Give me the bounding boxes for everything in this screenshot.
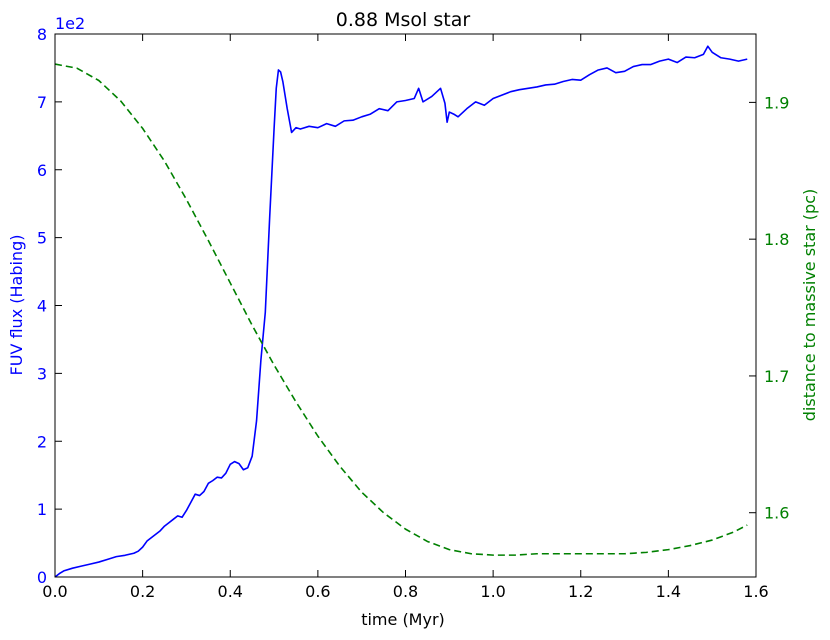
series-layer	[54, 45, 748, 578]
x-tick-label: 0.6	[305, 582, 330, 601]
y-axis-right-label: distance to massive star (pc)	[800, 189, 819, 421]
plot-frame	[54, 33, 757, 578]
chart-title: 0.88 Msol star	[336, 9, 471, 31]
ticks-layer: 0.0 0.2 0.4 0.6 0.8 1.0 1.2 1.4 1.6 0 1 2 3 4 5 6 7 8 1.6 1…	[37, 25, 790, 601]
y-left-tick-label: 4	[37, 297, 47, 316]
y-left-tick-label: 5	[37, 229, 47, 248]
y-axis-left-scale-label: 1e2	[55, 14, 85, 33]
x-tick-label: 0.8	[393, 582, 418, 601]
x-tick-label: 0.4	[218, 582, 243, 601]
fuv-flux-series-line	[54, 45, 748, 578]
y-left-tick-label: 8	[37, 25, 47, 44]
y-right-tick-label: 1.7	[764, 367, 789, 386]
x-tick-label: 0.2	[130, 582, 155, 601]
y-axis-left-label: FUV flux (Habing)	[7, 235, 26, 376]
x-tick-label: 0.0	[42, 582, 67, 601]
x-tick-label: 1.4	[656, 582, 681, 601]
x-tick-label: 1.2	[568, 582, 593, 601]
x-tick-label: 1.6	[743, 582, 768, 601]
y-left-tick-label: 3	[37, 364, 47, 383]
y-left-tick-label: 2	[37, 432, 47, 451]
y-left-tick-label: 0	[37, 568, 47, 587]
x-tick-label: 1.0	[480, 582, 505, 601]
y-right-tick-label: 1.9	[764, 93, 789, 112]
y-left-tick-label: 7	[37, 93, 47, 112]
distance-series-line	[54, 63, 748, 556]
y-right-tick-label: 1.6	[764, 504, 789, 523]
y-left-tick-label: 6	[37, 161, 47, 180]
y-left-tick-label: 1	[37, 500, 47, 519]
y-right-tick-label: 1.8	[764, 230, 789, 249]
x-axis-label: time (Myr)	[361, 610, 445, 629]
